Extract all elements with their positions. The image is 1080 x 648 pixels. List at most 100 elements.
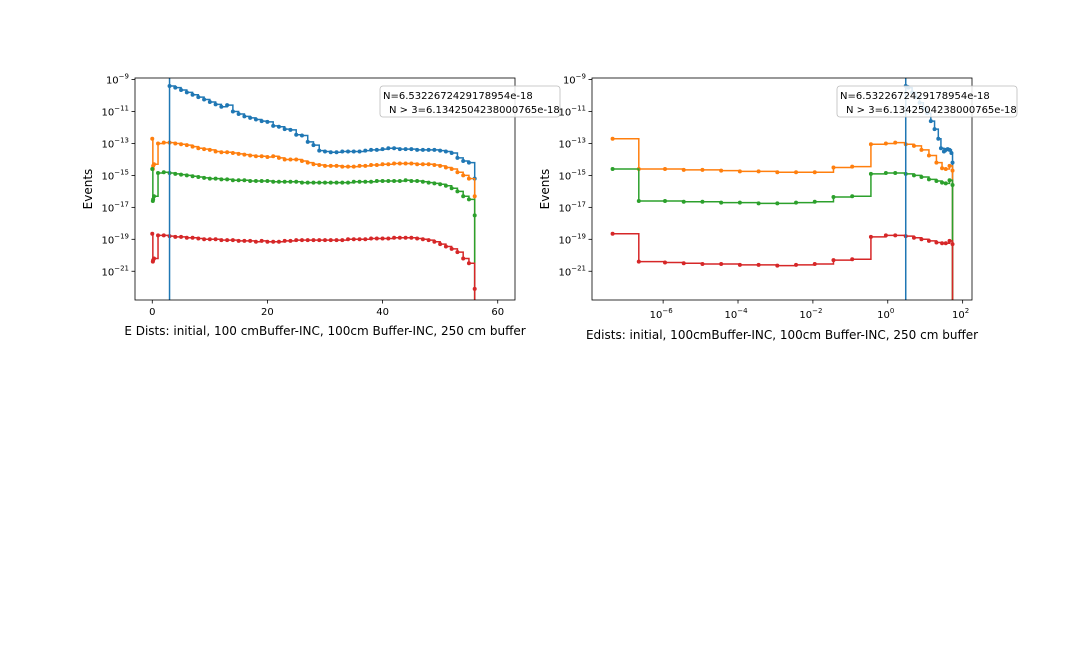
data-point-orange: [719, 168, 724, 173]
data-point-red: [386, 236, 391, 241]
data-point-blue: [271, 123, 276, 128]
data-point-red: [351, 237, 356, 242]
data-point-green: [472, 213, 477, 218]
data-point-red: [950, 242, 955, 247]
data-point-red: [420, 237, 425, 242]
data-point-orange: [152, 162, 156, 167]
data-point-red: [152, 256, 156, 261]
y-tick-label: 10−11: [101, 105, 129, 119]
data-point-orange: [386, 162, 391, 167]
data-point-blue: [369, 147, 374, 152]
data-point-blue: [351, 149, 356, 154]
data-point-red: [230, 238, 235, 243]
data-point-orange: [225, 150, 230, 155]
data-point-green: [893, 171, 898, 176]
y-tick-label: 10−17: [101, 200, 129, 214]
data-point-green: [334, 180, 339, 185]
data-point-green: [850, 194, 855, 199]
data-point-green: [311, 180, 316, 185]
data-point-blue: [196, 95, 201, 100]
data-point-orange: [369, 163, 374, 168]
data-point-green: [397, 179, 402, 184]
data-point-blue: [949, 151, 954, 156]
data-point-orange: [831, 165, 836, 170]
data-point-red: [207, 237, 212, 242]
y-axis-label: Events: [81, 169, 95, 210]
data-point-orange: [397, 161, 402, 166]
data-point-blue: [409, 147, 414, 152]
data-point-red: [426, 238, 431, 243]
data-point-orange: [207, 147, 212, 152]
data-point-green: [150, 167, 155, 172]
data-point-green: [432, 181, 437, 186]
data-point-red: [926, 238, 931, 243]
data-point-red: [415, 236, 420, 241]
data-point-blue: [426, 147, 431, 152]
data-point-red: [947, 238, 952, 243]
data-point-green: [248, 179, 253, 184]
data-point-orange: [610, 136, 615, 141]
data-point-red: [775, 263, 780, 268]
data-point-green: [207, 176, 212, 181]
data-point-blue: [248, 115, 253, 120]
data-point-orange: [374, 163, 379, 168]
data-point-red: [276, 239, 281, 244]
data-point-green: [883, 171, 888, 176]
data-point-green: [426, 180, 431, 185]
data-point-blue: [443, 149, 448, 154]
data-point-orange: [911, 143, 916, 148]
data-point-red: [911, 235, 916, 240]
data-point-blue: [455, 155, 460, 160]
data-point-green: [190, 174, 195, 179]
data-point-green: [265, 179, 270, 184]
x-tick-label: 102: [952, 307, 969, 321]
data-point-orange: [380, 162, 385, 167]
data-point-green: [919, 175, 924, 180]
legend-line-1: N=6.5322672429178954e-18: [840, 91, 990, 102]
data-point-red: [403, 235, 408, 240]
data-point-red: [236, 238, 241, 243]
data-point-green: [610, 167, 615, 172]
data-point-red: [248, 238, 253, 243]
data-point-green: [219, 177, 224, 182]
x-tick-label: 0: [149, 307, 155, 318]
data-point-green: [323, 180, 327, 185]
data-point-blue: [259, 119, 264, 124]
data-point-orange: [179, 142, 184, 147]
data-point-blue: [928, 119, 933, 124]
axes-frame: [591, 77, 973, 301]
data-point-green: [156, 171, 161, 176]
data-point-blue: [950, 160, 955, 165]
data-point-green: [420, 179, 425, 184]
data-point-green: [161, 170, 166, 175]
right-panel: 10−9 10−11 10−13 10−15 10−17 10−19 10−21 10−6 10…: [538, 73, 1018, 342]
data-point-green: [831, 194, 836, 199]
data-point-orange: [334, 163, 339, 168]
data-point-green: [636, 198, 641, 203]
data-point-orange: [700, 167, 705, 172]
data-point-orange: [940, 166, 945, 171]
data-point-blue: [936, 136, 941, 141]
data-point-orange: [409, 161, 414, 166]
data-point-orange: [265, 155, 270, 160]
data-point-blue: [420, 147, 425, 152]
y-axis-label: Events: [538, 169, 552, 210]
data-point-red: [737, 262, 742, 267]
data-point-green: [236, 178, 241, 183]
data-point-green: [346, 180, 351, 185]
x-tick-label: 60: [491, 307, 504, 318]
data-point-red: [253, 239, 258, 244]
data-point-red: [369, 236, 374, 241]
data-point-green: [392, 179, 397, 184]
data-point-orange: [737, 169, 742, 174]
x-tick-label: 10−6: [650, 307, 674, 321]
data-point-blue: [225, 103, 230, 108]
data-point-green: [179, 172, 184, 177]
data-point-red: [161, 233, 166, 238]
x-axis-label: Edists: initial, 100cmBuffer-INC, 100cm …: [586, 328, 978, 342]
y-tick-label: 10−9: [563, 73, 586, 87]
data-point-red: [299, 238, 304, 243]
data-point-orange: [242, 152, 247, 157]
data-point-blue: [173, 85, 178, 90]
data-point-orange: [150, 136, 155, 141]
